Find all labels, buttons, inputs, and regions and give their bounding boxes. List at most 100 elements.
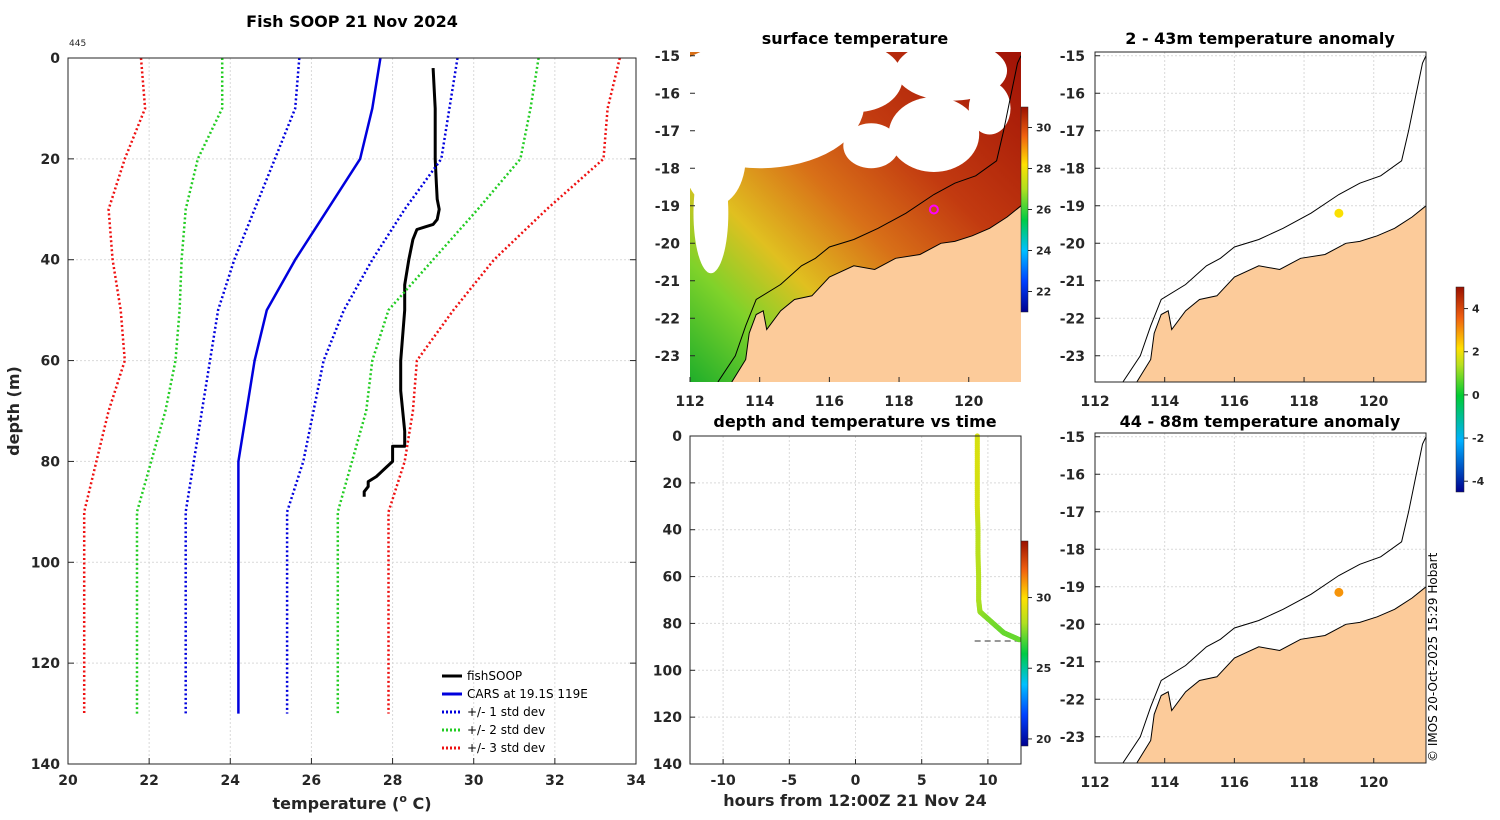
profile-ytick-label: 60 [41,354,61,370]
profile-ytick-label: 100 [31,555,60,571]
a1-ytick-label: -21 [1060,274,1085,290]
a2-ytick-label: -16 [1060,467,1085,483]
a1-ytick-label: -23 [1060,349,1085,365]
a1-xtick-label: 118 [1289,394,1318,410]
profile-series-fishsoop [362,68,441,497]
profile-series--1-std-dev [184,57,301,714]
profile-ytick-label: 20 [41,152,61,168]
sst-xtick-label: 112 [675,394,704,410]
sst-ytick-label: -19 [655,199,680,215]
sst-cloud [798,52,840,86]
sst-ytick-label: -20 [655,236,681,252]
a2-ytick-label: -22 [1060,692,1085,708]
sst-colorbar [1020,106,1029,313]
anomaly1-axes-box [1094,51,1427,383]
a2-ytick-label: -20 [1060,617,1086,633]
time-ytick-label: 100 [653,663,682,679]
a1-ytick-label: -22 [1060,311,1085,327]
a2-xtick-label: 114 [1150,775,1179,791]
a1-ytick-label: -17 [1060,124,1085,140]
time-title: depth and temperature vs time [713,412,996,431]
a2-xtick-label: 116 [1220,775,1249,791]
anomaly-colorbar-tick-label: -2 [1472,432,1484,445]
anomaly2-title: 44 - 88m temperature anomaly [1120,412,1401,431]
anomaly1-point [1334,208,1344,218]
sst-ytick-label: -17 [655,124,680,140]
profile-legend: fishSOOP CARS at 19.1S 119E +/- 1 std de… [442,669,588,755]
sst-xtick-label: 118 [884,394,913,410]
anomaly2-coastline [1136,586,1426,763]
a2-ytick-label: -15 [1060,430,1085,446]
sst-title: surface temperature [762,29,949,48]
anomaly-colorbar [1455,286,1465,493]
sst-ship-marker [928,204,939,215]
profile-xtick-label: 20 [58,773,78,789]
profile-xtick-label: 22 [139,773,158,789]
a2-xtick-label: 118 [1289,775,1318,791]
profile-axes-box [67,57,637,765]
anomaly-panel-deep: 44 - 88m temperature anomaly 112 114 116 11… [1060,412,1427,791]
time-ytick-label: 40 [663,523,683,539]
anomaly-colorbar-tick-label: 2 [1472,346,1480,359]
time-colorbar [1020,540,1029,747]
sst-cloud-mask [690,52,1011,274]
sst-ytick-label: -23 [655,349,680,365]
sst-land [731,205,1021,382]
anomaly1-shelf-contour [1122,55,1426,382]
time-xtick-label: 0 [851,773,861,789]
sst-cloud [888,97,980,172]
a2-ytick-label: -21 [1060,655,1085,671]
time-ytick-label: 20 [663,476,683,492]
sst-colorbar-tick-label: 28 [1036,163,1051,176]
time-xtick-label: -10 [710,773,736,789]
sst-panel: surface temperature [655,29,1052,410]
time-xtick-label: 10 [978,773,998,789]
anomaly2-axes-box [1094,432,1427,764]
sst-ytick-label: -22 [655,311,680,327]
sst-xtick-label: 120 [954,394,983,410]
sst-colorbar-tick-label: 24 [1036,245,1052,258]
profile-xtick-label: 24 [221,773,241,789]
sst-xtick-label: 114 [745,394,774,410]
profile-ytick-label: 140 [31,757,60,773]
time-xtick-label: -5 [782,773,798,789]
time-ytick-label: 80 [663,616,683,632]
a1-xtick-label: 112 [1080,394,1109,410]
credit-text: © IMOS 20-Oct-2025 15:29 Hobart [1426,552,1440,762]
profile-series--2-std-dev [135,58,224,714]
legend-label-cars: CARS at 19.1S 119E [467,687,588,701]
profile-ytick-label: 80 [41,454,61,470]
a1-xtick-label: 116 [1220,394,1249,410]
a2-xtick-label: 120 [1359,775,1388,791]
a1-ytick-label: -19 [1060,199,1085,215]
time-colorbar-tick-label: 25 [1036,662,1051,675]
a2-xtick-label: 112 [1080,775,1109,791]
anomaly2-shelf-contour [1122,436,1426,763]
sst-cloud [968,82,1011,135]
time-panel: depth and temperature vs time -10 -5 0 5 10 … [653,412,1052,810]
profile-ytick-label: 120 [31,656,60,672]
time-colorbar-tick-label: 20 [1036,733,1052,746]
sst-colorbar-tick-label: 30 [1036,122,1052,135]
time-ytick-label: 120 [653,710,682,726]
anomaly2-land [1136,586,1426,763]
profile-xtick-label: 34 [626,773,646,789]
sst-ytick-label: -15 [655,49,680,65]
anomaly-panel-shallow: 2 - 43m temperature anomaly 112 114 116 118… [1060,29,1427,410]
profile-series--1-std-dev [285,57,459,714]
a1-ytick-label: -15 [1060,49,1085,65]
profile-ylabel: depth (m) [4,366,23,456]
anomaly1-land [1136,205,1426,382]
time-colorbar-tick-label: 30 [1036,592,1052,605]
sst-ytick-label: -18 [655,161,680,177]
sst-ytick-label: -21 [655,274,680,290]
sst-ytick-label: -16 [655,86,680,102]
time-ytick-label: 60 [663,570,683,586]
profile-xtick-label: 30 [464,773,484,789]
profile-xtick-label: 28 [383,773,402,789]
legend-label-3std: +/- 3 std dev [467,741,545,755]
legend-label-fishsoop: fishSOOP [467,669,522,683]
a2-ytick-label: -19 [1060,580,1085,596]
profile-ytick-label: 0 [50,51,60,67]
